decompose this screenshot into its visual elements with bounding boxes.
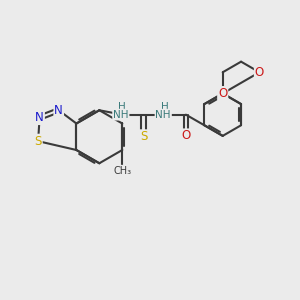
Text: CH₃: CH₃	[113, 166, 131, 176]
Text: N: N	[54, 104, 63, 117]
Text: NH: NH	[155, 110, 171, 120]
Text: S: S	[140, 130, 147, 143]
Text: N: N	[35, 111, 44, 124]
Text: H: H	[118, 102, 126, 112]
Text: H: H	[161, 102, 169, 112]
Text: S: S	[34, 135, 42, 148]
Text: O: O	[181, 129, 190, 142]
Text: NH: NH	[113, 110, 129, 120]
Text: O: O	[255, 66, 264, 79]
Text: O: O	[218, 87, 227, 100]
